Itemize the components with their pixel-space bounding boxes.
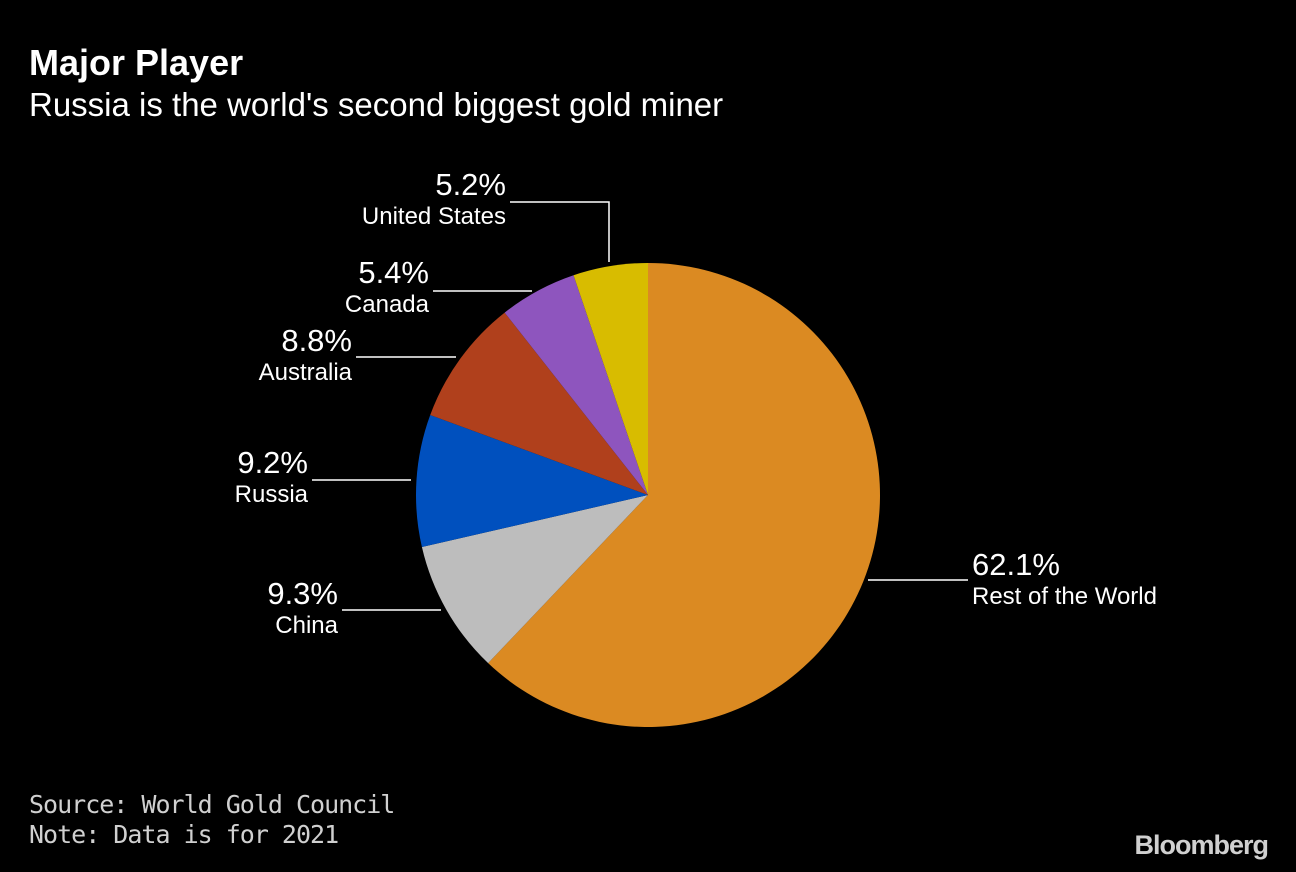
pie-slice-rest-of-the-world: [488, 263, 880, 727]
slice-label: China: [275, 612, 338, 639]
leader-line-united-states: [510, 201, 610, 262]
pie-slice-australia: [430, 312, 648, 495]
source-note: Source: World Gold Council: [29, 790, 395, 819]
pie-slice-russia: [416, 415, 648, 548]
slice-value: 9.2%: [237, 445, 308, 480]
chart-subtitle: Russia is the world's second biggest gol…: [29, 86, 724, 123]
label-australia: 8.8% Australia: [259, 324, 352, 388]
label-china: 9.3% China: [267, 577, 338, 641]
slice-label: United States: [361, 203, 506, 230]
label-united-states: 5.2% United States: [362, 168, 506, 232]
slice-value: 5.4%: [358, 255, 429, 290]
slice-label: Australia: [258, 359, 352, 386]
slice-value: 8.8%: [281, 323, 352, 358]
label-canada: 5.4% Canada: [345, 256, 429, 320]
slice-value: 62.1%: [972, 547, 1060, 582]
slice-label: Canada: [344, 291, 429, 318]
label-rest-of-world: 62.1% Rest of the World: [972, 548, 1157, 612]
pie-slice-canada: [504, 275, 648, 495]
pie-slice-united-states: [573, 263, 648, 495]
chart-title: Major Player: [29, 42, 244, 83]
slice-value: 5.2%: [435, 167, 506, 202]
data-note: Note: Data is for 2021: [29, 820, 339, 849]
label-russia: 9.2% Russia: [235, 446, 308, 510]
bloomberg-logo: Bloomberg: [1134, 830, 1269, 860]
slice-label: Russia: [234, 481, 308, 508]
pie-slice-china: [421, 495, 648, 664]
slice-value: 9.3%: [267, 576, 338, 611]
slice-label: Rest of the World: [972, 583, 1157, 610]
